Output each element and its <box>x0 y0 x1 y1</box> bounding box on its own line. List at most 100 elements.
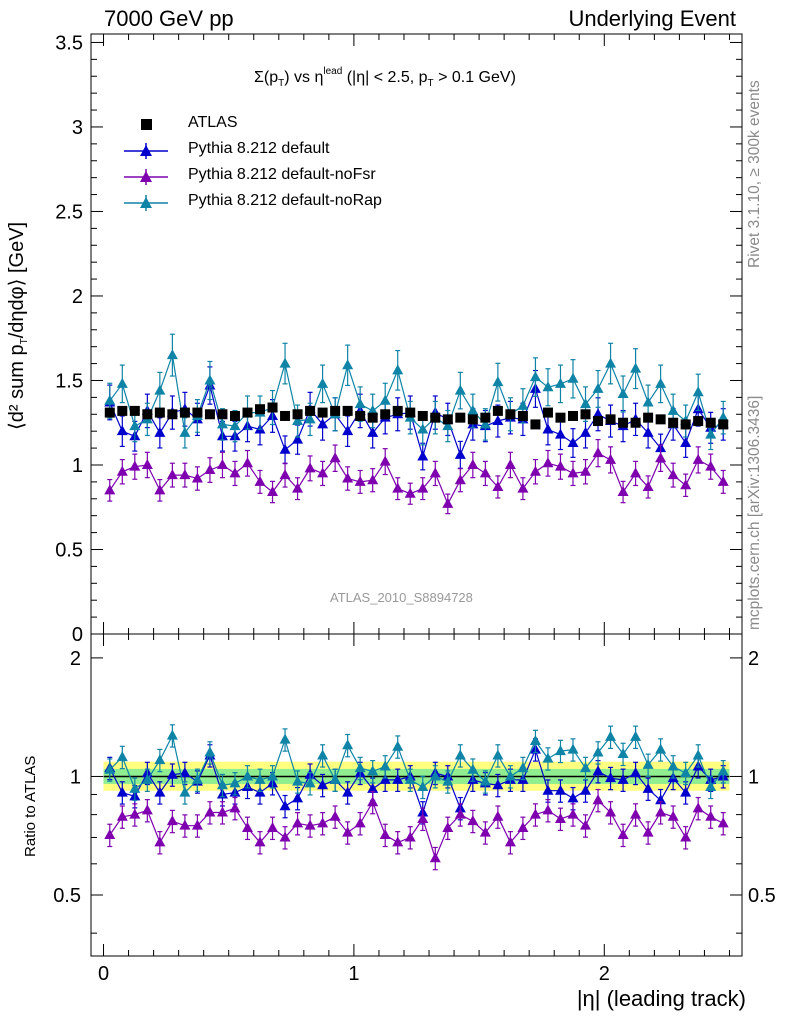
main-nofsr-point <box>354 475 366 486</box>
atlas-data-point <box>154 407 165 418</box>
ratio-norap-point <box>304 777 316 788</box>
ratio-ytick-label-right: 0.5 <box>748 885 776 907</box>
ratio-norap-point <box>554 745 566 756</box>
legend-symbol-norap <box>124 195 168 211</box>
ratio-nofsr-point <box>191 819 203 830</box>
main-norap-point <box>379 394 391 405</box>
ratio-default-point <box>617 773 629 784</box>
plot-title: Σ(pT) vs ηlead (|η| < 2.5, pT > 0.1 GeV) <box>254 66 516 89</box>
atlas-data-point <box>117 405 128 416</box>
ratio-nofsr-point <box>479 826 491 837</box>
atlas-data-point <box>129 405 140 416</box>
main-nofsr-point <box>454 474 466 485</box>
ratio-nofsr-point <box>605 806 617 817</box>
ratio-nofsr-point <box>705 810 717 821</box>
main-nofsr-point <box>542 457 554 468</box>
main-nofsr-point <box>329 452 341 463</box>
main-nofsr-point <box>442 497 454 508</box>
ratio-norap-point <box>216 779 228 790</box>
main-norap-point <box>667 404 679 415</box>
atlas-data-point <box>104 407 115 418</box>
ratio-nofsr-point <box>354 817 366 828</box>
ratio-norap-point <box>129 782 141 793</box>
main-norap-point <box>642 396 654 407</box>
main-norap-point <box>542 381 554 392</box>
atlas-data-point <box>618 417 629 428</box>
main-nofsr-point <box>379 455 391 466</box>
ratio-nofsr-point <box>404 831 416 842</box>
main-norap-point <box>179 426 191 437</box>
ratio-norap-point <box>667 760 679 771</box>
atlas-data-point <box>330 405 341 416</box>
legend-label-norap: Pythia 8.212 default-noRap <box>188 192 382 209</box>
ratio-default-point <box>542 784 554 795</box>
main-nofsr-point <box>705 460 717 471</box>
atlas-data-point <box>718 419 729 430</box>
legend-symbol-nofsr <box>124 169 168 185</box>
main-default-point <box>454 448 466 459</box>
ratio-nofsr-point <box>104 829 116 840</box>
main-nofsr-point <box>504 458 516 469</box>
main-default-point <box>542 423 554 434</box>
main-nofsr-point <box>392 482 404 493</box>
atlas-data-point <box>467 414 478 425</box>
atlas-data-point <box>204 409 215 420</box>
atlas-data-point <box>405 407 416 418</box>
atlas-data-point <box>492 405 503 416</box>
ratio-norap-point <box>504 770 516 781</box>
main-nofsr-point <box>279 469 291 480</box>
ratio-default-point <box>605 772 617 783</box>
ratio-default-point <box>680 786 692 797</box>
ratio-default-point <box>655 794 667 805</box>
ratio-norap-point <box>592 746 604 757</box>
ratio-norap-point <box>254 773 266 784</box>
main-norap-point <box>605 357 617 368</box>
ratio-nofsr-point <box>454 808 466 819</box>
ratio-norap-point <box>241 770 253 781</box>
ratio-norap-point <box>329 773 341 784</box>
main-ytick-label: 1 <box>72 455 83 477</box>
main-nofsr-point <box>630 467 642 478</box>
ratio-default-point <box>392 773 404 784</box>
xtick-label: 0 <box>98 963 109 985</box>
main-norap-point <box>129 420 141 431</box>
ratio-nofsr-point <box>504 836 516 847</box>
main-norap-point <box>567 372 579 383</box>
main-nofsr-point <box>342 472 354 483</box>
main-norap-point <box>554 377 566 388</box>
ratio-nofsr-point <box>216 806 228 817</box>
ratio-nofsr-point <box>642 826 654 837</box>
ratio-nofsr-point <box>254 836 266 847</box>
atlas-data-point <box>442 414 453 425</box>
ratio-norap-point <box>354 762 366 773</box>
main-norap-point <box>292 415 304 426</box>
main-norap-point <box>354 398 366 409</box>
main-nofsr-point <box>429 467 441 478</box>
ratio-norap-point <box>692 749 704 760</box>
main-norap-point <box>417 423 429 434</box>
main-default-point <box>367 426 379 437</box>
ratio-norap-point <box>580 762 592 773</box>
main-ytick-label: 0.5 <box>55 539 83 561</box>
main-nofsr-point <box>191 472 203 483</box>
main-nofsr-point <box>141 458 153 469</box>
main-norap-point <box>517 399 529 410</box>
atlas-data-point <box>693 416 704 427</box>
ratio-nofsr-point <box>680 831 692 842</box>
ratio-norap-point <box>166 729 178 740</box>
atlas-data-point <box>317 407 328 418</box>
main-nofsr-point <box>204 464 216 475</box>
ratio-norap-point <box>605 730 617 741</box>
main-nofsr-point <box>567 467 579 478</box>
ratio-norap-point <box>429 770 441 781</box>
ratio-norap-point <box>630 730 642 741</box>
ratio-default-point <box>166 768 178 779</box>
main-nofsr-point <box>467 458 479 469</box>
ratio-nofsr-point <box>492 810 504 821</box>
legend-label-atlas: ATLAS <box>188 114 238 131</box>
ratio-nofsr-point <box>417 812 429 823</box>
main-nofsr-point <box>404 487 416 498</box>
main-nofsr-point <box>154 484 166 495</box>
ratio-norap-point <box>404 773 416 784</box>
